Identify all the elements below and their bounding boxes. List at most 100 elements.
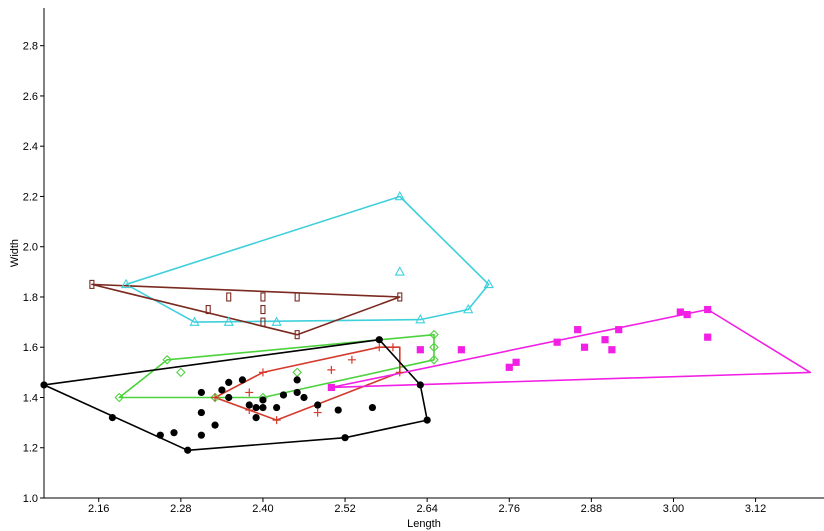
x-axis-title: Length — [407, 518, 441, 530]
data-point-circle — [184, 446, 192, 454]
x-tick-label: 2.88 — [581, 503, 602, 515]
data-point-rectangle — [294, 292, 300, 302]
data-point-diamond — [429, 355, 439, 365]
x-tick-label: 3.12 — [745, 503, 766, 515]
data-point-plus — [211, 393, 220, 402]
x-tick-label: 2.28 — [170, 503, 191, 515]
data-point-square — [553, 338, 561, 346]
data-point-circle — [423, 416, 431, 424]
data-point-rectangle — [226, 292, 232, 302]
data-point-square — [704, 333, 712, 341]
data-point-circle — [375, 336, 383, 344]
hull-layer — [43, 195, 812, 452]
data-point-circle — [108, 413, 117, 422]
data-point-square — [574, 326, 582, 334]
x-tick-label: 2.76 — [499, 503, 520, 515]
y-tick-label: 1.6 — [23, 342, 38, 354]
data-point-circle — [300, 393, 308, 402]
data-point-circle — [279, 391, 288, 399]
data-point-circle — [225, 378, 233, 387]
data-point-square — [608, 346, 616, 354]
data-point-square — [327, 383, 335, 392]
convex-hull-square — [330, 308, 812, 389]
x-tick-label: 2.64 — [416, 503, 437, 515]
data-point-plus — [327, 365, 336, 374]
data-point-triangle — [394, 266, 405, 276]
data-point-circle — [259, 396, 267, 404]
x-tick-label: 2.40 — [252, 503, 273, 515]
convex-hull-triangle — [125, 195, 490, 323]
data-point-circle — [368, 403, 377, 412]
convex-hull-circle — [43, 338, 429, 452]
data-point-plus — [388, 343, 397, 352]
data-point-square — [683, 310, 691, 319]
data-point-square — [615, 326, 623, 334]
data-point-plus — [347, 355, 356, 364]
data-point-plus — [395, 368, 404, 377]
data-point-square — [457, 346, 465, 354]
data-point-square — [512, 358, 520, 366]
data-point-plus — [258, 368, 267, 377]
data-point-circle — [238, 376, 247, 384]
y-tick-label: 2.4 — [23, 141, 38, 153]
data-point-diamond — [162, 355, 172, 365]
data-point-plus — [245, 388, 254, 397]
data-point-diamond — [429, 342, 439, 353]
data-point-square — [601, 336, 609, 344]
point-layer — [40, 190, 712, 454]
data-point-triangle — [223, 316, 234, 326]
data-point-rectangle — [260, 292, 266, 302]
data-point-circle — [245, 401, 253, 409]
data-point-circle — [252, 413, 260, 422]
y-tick-label: 1.2 — [23, 443, 38, 455]
y-tick-label: 2.2 — [23, 191, 38, 203]
data-point-circle — [197, 408, 205, 417]
data-point-circle — [416, 381, 424, 389]
data-point-plus — [272, 416, 281, 425]
data-point-triangle — [394, 190, 405, 201]
data-point-triangle — [415, 313, 426, 324]
data-point-triangle — [463, 303, 474, 314]
data-point-rectangle — [89, 279, 95, 289]
data-point-circle — [225, 393, 233, 402]
data-point-circle — [314, 401, 322, 409]
y-tick-label: 2.0 — [23, 242, 38, 254]
data-point-square — [580, 343, 589, 351]
data-point-diamond — [176, 367, 186, 378]
data-point-circle — [293, 376, 301, 384]
data-point-diamond — [292, 367, 302, 378]
data-point-rectangle — [260, 317, 266, 327]
data-point-triangle — [120, 278, 132, 289]
data-point-circle — [259, 403, 267, 412]
x-tick-label: 2.16 — [88, 503, 109, 515]
data-point-diamond — [114, 392, 125, 403]
data-point-square — [676, 308, 684, 316]
data-point-circle — [211, 421, 219, 429]
convex-hull-diamond — [118, 333, 435, 399]
y-axis-title: Width — [9, 239, 21, 267]
data-point-circle — [341, 434, 349, 442]
x-tick-label: 3.00 — [663, 503, 684, 515]
y-tick-label: 1.0 — [23, 493, 38, 505]
data-point-plus — [375, 343, 384, 352]
data-point-triangle — [483, 278, 494, 289]
data-point-square — [416, 346, 424, 354]
x-ticks: 2.16 2.28 2.40 2.52 2.64 2.76 2.88 3.00 3.12 — [88, 498, 766, 515]
data-point-circle — [252, 403, 260, 412]
data-point-rectangle — [260, 304, 266, 315]
data-point-square — [505, 363, 513, 371]
y-tick-label: 1.4 — [23, 392, 38, 404]
data-point-circle — [273, 403, 281, 412]
data-point-triangle — [189, 316, 200, 326]
data-point-rectangle — [397, 292, 403, 302]
data-point-plus — [313, 408, 322, 417]
data-point-square — [704, 305, 712, 314]
data-point-circle — [218, 386, 226, 394]
y-tick-label: 2.6 — [23, 91, 38, 103]
data-point-diamond — [429, 329, 439, 340]
data-point-circle — [197, 388, 205, 397]
x-tick-label: 2.52 — [334, 503, 355, 515]
convex-hull-rectangle — [91, 283, 401, 336]
data-point-rectangle — [294, 330, 300, 340]
